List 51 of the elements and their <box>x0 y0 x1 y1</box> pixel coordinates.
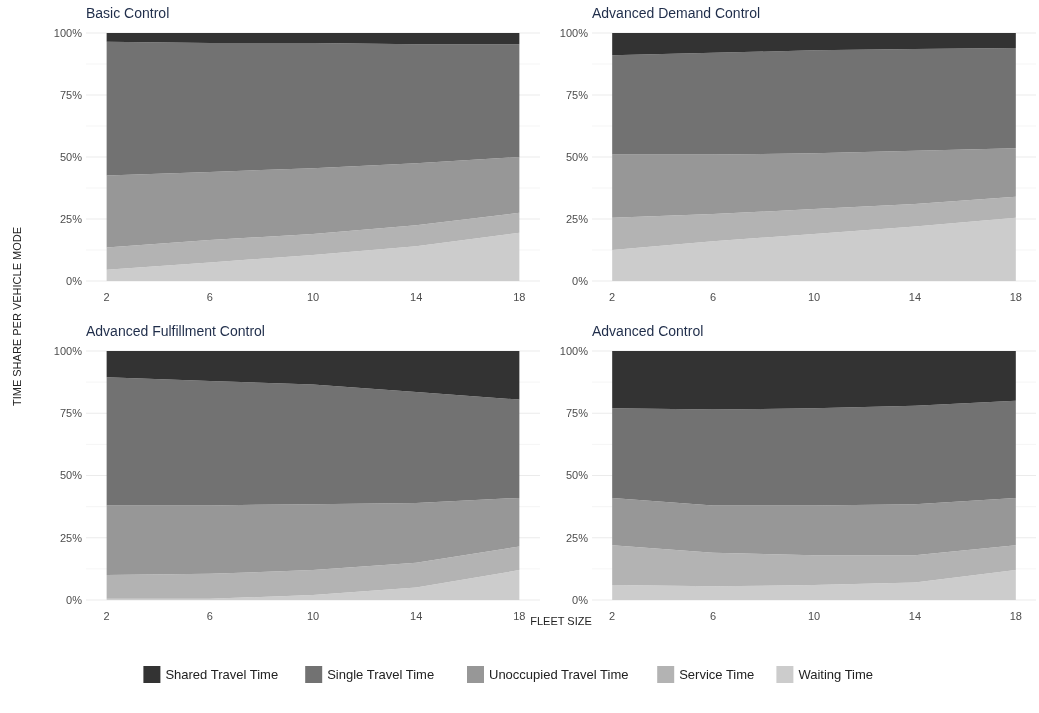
x-tick-label: 14 <box>908 610 922 622</box>
y-tick-label: 75% <box>565 407 589 420</box>
x-tick-label: 10 <box>306 610 320 622</box>
chart-title: Basic Control <box>86 5 170 21</box>
y-tick-label: 25% <box>59 531 83 544</box>
y-axis-title: TIME SHARE PER VEHICLE MODE <box>11 226 23 407</box>
y-tick-label: 0% <box>572 274 589 287</box>
x-tick-label: 6 <box>710 291 717 303</box>
legend-label: Single Travel Time <box>327 666 435 682</box>
x-tick-label: 14 <box>410 291 423 303</box>
y-tick-label: 100% <box>53 26 83 39</box>
x-tick-label: 18 <box>1009 291 1022 303</box>
y-tick-label: 25% <box>59 212 83 225</box>
y-tick-label: 75% <box>565 88 589 101</box>
x-tick-label: 2 <box>103 291 110 303</box>
y-tick-label: 50% <box>565 150 589 163</box>
y-tick-label: 0% <box>66 593 83 606</box>
x-axis-title: FLEET SIZE <box>530 615 592 627</box>
x-tick-label: 18 <box>513 610 526 622</box>
x-tick-label: 2 <box>103 610 110 622</box>
x-tick-label: 6 <box>710 610 717 622</box>
x-tick-label: 2 <box>609 291 616 303</box>
y-tick-label: 50% <box>565 469 589 482</box>
y-tick-label: 25% <box>565 531 589 544</box>
chart-title: Advanced Control <box>592 323 704 339</box>
x-tick-label: 18 <box>513 291 526 303</box>
y-tick-label: 25% <box>565 212 589 225</box>
x-tick-label: 18 <box>1009 610 1022 622</box>
legend-label: Service Time <box>679 666 755 682</box>
x-tick-label: 14 <box>410 610 423 622</box>
y-tick-label: 0% <box>572 593 589 606</box>
y-tick-label: 50% <box>59 469 83 482</box>
chart-title: Advanced Fulfillment Control <box>86 323 265 339</box>
y-tick-label: 75% <box>59 407 83 420</box>
x-tick-label: 2 <box>609 610 616 622</box>
y-tick-label: 100% <box>53 344 83 357</box>
x-tick-label: 10 <box>807 610 821 622</box>
legend-label: Shared Travel Time <box>165 666 279 682</box>
chart-title: Advanced Demand Control <box>592 5 761 21</box>
x-tick-label: 6 <box>206 291 213 303</box>
y-tick-label: 75% <box>59 88 83 101</box>
y-tick-label: 0% <box>66 274 83 287</box>
x-tick-label: 10 <box>807 291 821 303</box>
y-tick-label: 50% <box>59 150 83 163</box>
x-tick-label: 6 <box>206 610 213 622</box>
x-tick-label: 14 <box>908 291 922 303</box>
y-tick-label: 100% <box>559 26 589 39</box>
legend-label: Unoccupied Travel Time <box>489 666 629 682</box>
x-tick-label: 10 <box>306 291 320 303</box>
y-tick-label: 100% <box>559 344 589 357</box>
legend-label: Waiting Time <box>798 666 874 682</box>
